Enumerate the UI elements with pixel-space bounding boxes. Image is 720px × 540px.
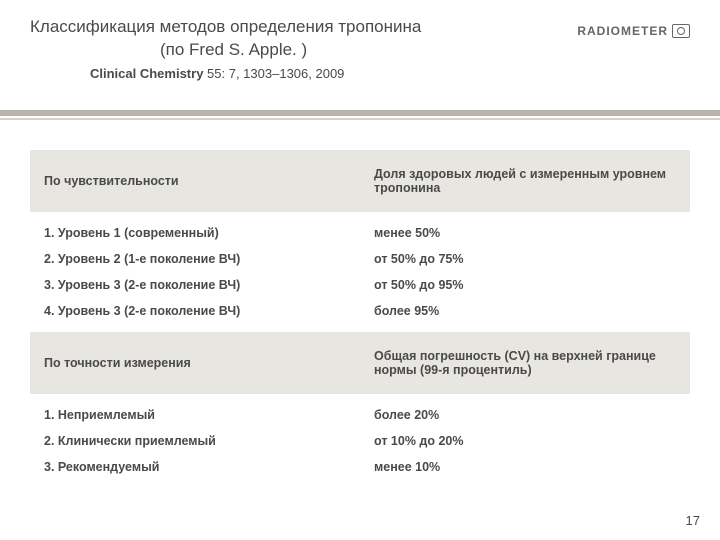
cell-right: от 10% до 20% xyxy=(360,428,690,454)
table2-header-row: По точности измерения Общая погрешность … xyxy=(30,332,690,394)
cell-right: менее 50% xyxy=(360,212,690,246)
table2-header-left: По точности измерения xyxy=(30,332,360,394)
cell-left: 3. Уровень 3 (2-е поколение ВЧ) xyxy=(30,272,360,298)
cell-left: 2. Уровень 2 (1-е поколение ВЧ) xyxy=(30,246,360,272)
cell-left: 4. Уровень 3 (2-е поколение ВЧ) xyxy=(30,298,360,332)
divider xyxy=(0,110,720,120)
table2-header-right: Общая погрешность (CV) на верхней границ… xyxy=(360,332,690,394)
slide: Классификация методов определения тропон… xyxy=(0,0,720,540)
cell-right: от 50% до 75% xyxy=(360,246,690,272)
citation: Clinical Chemistry 55: 7, 1303–1306, 200… xyxy=(90,66,690,81)
page-number: 17 xyxy=(686,513,700,528)
brand-logo-text: RADIOMETER xyxy=(577,24,668,38)
slide-title: Классификация методов определения тропон… xyxy=(30,16,690,62)
citation-journal: Clinical Chemistry xyxy=(90,66,203,81)
table-row: 1. Уровень 1 (современный) менее 50% xyxy=(30,212,690,246)
table-row: 1. Неприемлемый более 20% xyxy=(30,394,690,428)
cell-left: 1. Неприемлемый xyxy=(30,394,360,428)
table1-header-right: Доля здоровых людей с измеренным уровнем… xyxy=(360,150,690,212)
brand-logo-icon xyxy=(672,24,690,38)
brand-logo: RADIOMETER xyxy=(577,24,690,38)
cell-right: от 50% до 95% xyxy=(360,272,690,298)
table1-header-left: По чувствительности xyxy=(30,150,360,212)
citation-details: 55: 7, 1303–1306, 2009 xyxy=(203,66,344,81)
table1-header-row: По чувствительности Доля здоровых людей … xyxy=(30,150,690,212)
classification-table: По чувствительности Доля здоровых людей … xyxy=(30,150,690,488)
cell-right: более 95% xyxy=(360,298,690,332)
table-row: 3. Уровень 3 (2-е поколение ВЧ) от 50% д… xyxy=(30,272,690,298)
cell-left: 2. Клинически приемлемый xyxy=(30,428,360,454)
cell-right: более 20% xyxy=(360,394,690,428)
table-row: 2. Уровень 2 (1-е поколение ВЧ) от 50% д… xyxy=(30,246,690,272)
cell-left: 3. Рекомендуемый xyxy=(30,454,360,488)
cell-right: менее 10% xyxy=(360,454,690,488)
cell-left: 1. Уровень 1 (современный) xyxy=(30,212,360,246)
table-row: 4. Уровень 3 (2-е поколение ВЧ) более 95… xyxy=(30,298,690,332)
table-row: 3. Рекомендуемый менее 10% xyxy=(30,454,690,488)
table-row: 2. Клинически приемлемый от 10% до 20% xyxy=(30,428,690,454)
content-area: По чувствительности Доля здоровых людей … xyxy=(30,150,690,488)
title-line-2: (по Fred S. Apple. ) xyxy=(160,39,690,62)
